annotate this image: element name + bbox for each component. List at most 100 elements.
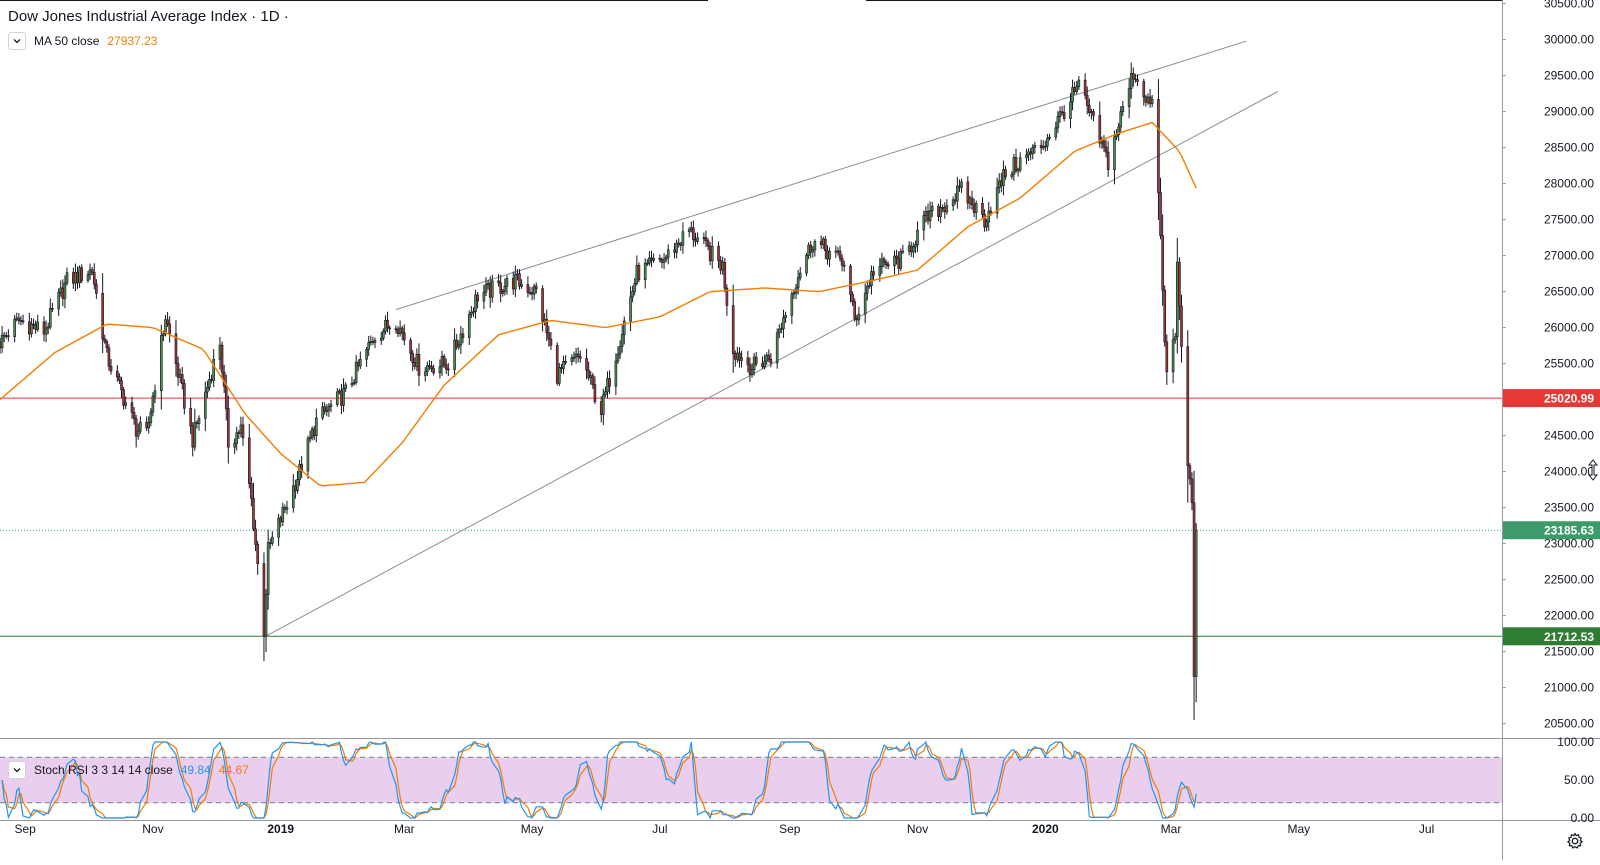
- candle: [604, 386, 607, 398]
- candle: [1134, 73, 1137, 83]
- candle: [1077, 76, 1081, 90]
- candle-body: [51, 308, 54, 310]
- candle: [970, 190, 974, 210]
- candle: [616, 346, 620, 364]
- candle-body: [446, 368, 450, 371]
- settings-gear-icon[interactable]: [1566, 832, 1584, 850]
- candle-body: [710, 245, 714, 262]
- candle-body: [72, 272, 75, 284]
- candle: [285, 500, 289, 515]
- y-tick-label: 27000.00: [1544, 249, 1594, 263]
- candle-body: [76, 271, 79, 284]
- candle-body: [120, 380, 123, 391]
- candle-body: [1071, 87, 1074, 103]
- candle: [564, 355, 567, 365]
- candle: [813, 239, 817, 257]
- candle-body: [147, 422, 151, 429]
- candle: [851, 291, 854, 306]
- candle: [618, 340, 622, 359]
- ma50-line: [0, 121, 1197, 487]
- candle: [560, 363, 563, 374]
- y-tick-label: 25500.00: [1544, 357, 1594, 371]
- candle-body: [354, 362, 358, 383]
- candle: [1039, 139, 1043, 154]
- candle: [541, 285, 544, 332]
- candle: [983, 209, 986, 232]
- candle-body: [325, 409, 329, 412]
- candle: [7, 329, 10, 342]
- candle: [1025, 148, 1028, 165]
- candle-body: [312, 428, 316, 436]
- candle: [1031, 144, 1035, 160]
- candle-body: [197, 418, 201, 424]
- candle-body: [719, 260, 722, 271]
- candle-body: [132, 412, 136, 420]
- candle-body: [103, 338, 107, 342]
- level-label: 25020.99: [1544, 392, 1594, 406]
- candle-body: [400, 327, 404, 334]
- candle-body: [488, 282, 492, 298]
- candle-body: [218, 344, 222, 360]
- candle-body: [620, 334, 624, 347]
- candle-body: [928, 210, 932, 222]
- candle-body: [646, 262, 649, 265]
- candle: [899, 248, 903, 272]
- candle-body: [1090, 111, 1093, 114]
- candle-body: [981, 203, 984, 215]
- candle: [1027, 148, 1030, 161]
- candle: [369, 335, 373, 346]
- candle-body: [1134, 78, 1137, 81]
- candle-body: [943, 207, 947, 213]
- candle: [116, 365, 119, 382]
- candle-body: [989, 210, 993, 214]
- candle: [482, 284, 486, 310]
- candle-body: [241, 424, 245, 439]
- candle: [78, 265, 81, 288]
- candle-body: [1075, 86, 1079, 92]
- candle: [1136, 74, 1139, 86]
- candle: [748, 357, 752, 382]
- candle-body: [985, 221, 988, 228]
- stoch-rsi-panel[interactable]: [0, 740, 1502, 820]
- candle: [602, 388, 605, 426]
- candle-body: [878, 266, 882, 276]
- candle-body: [484, 284, 488, 293]
- y-tick-label: 28500.00: [1544, 141, 1594, 155]
- candle-body: [4, 335, 8, 337]
- candle-body: [926, 211, 930, 222]
- candle-body: [459, 333, 463, 346]
- candle-body: [939, 207, 942, 217]
- collapse-button[interactable]: [8, 32, 26, 50]
- candle: [578, 350, 582, 363]
- candle: [63, 275, 67, 309]
- candle: [572, 351, 576, 362]
- candle-body: [394, 328, 398, 331]
- candle: [86, 270, 90, 283]
- candle: [396, 326, 400, 338]
- level-label-bg: [1503, 521, 1600, 540]
- candle-body: [736, 352, 739, 360]
- candle-body: [1171, 339, 1175, 373]
- candle: [30, 317, 33, 338]
- candle-body: [966, 181, 970, 204]
- candle: [373, 337, 377, 349]
- candle-body: [706, 240, 710, 247]
- x-tick-label: May: [521, 822, 544, 836]
- candle: [490, 274, 494, 303]
- candle-body: [1044, 145, 1047, 148]
- candle: [562, 355, 565, 375]
- candle-body: [1100, 140, 1104, 144]
- rsi-collapse-button[interactable]: [8, 761, 26, 779]
- candle: [1119, 106, 1123, 134]
- horizontal-levels[interactable]: [0, 397, 1502, 637]
- candle: [268, 538, 272, 549]
- candle: [409, 337, 412, 362]
- candle: [415, 348, 419, 371]
- candle: [530, 287, 534, 301]
- y-tick-label: 22500.00: [1544, 573, 1594, 587]
- trendline-upper-resistance[interactable]: [395, 40, 1247, 311]
- candle-body: [189, 407, 192, 427]
- candle-body: [369, 341, 373, 343]
